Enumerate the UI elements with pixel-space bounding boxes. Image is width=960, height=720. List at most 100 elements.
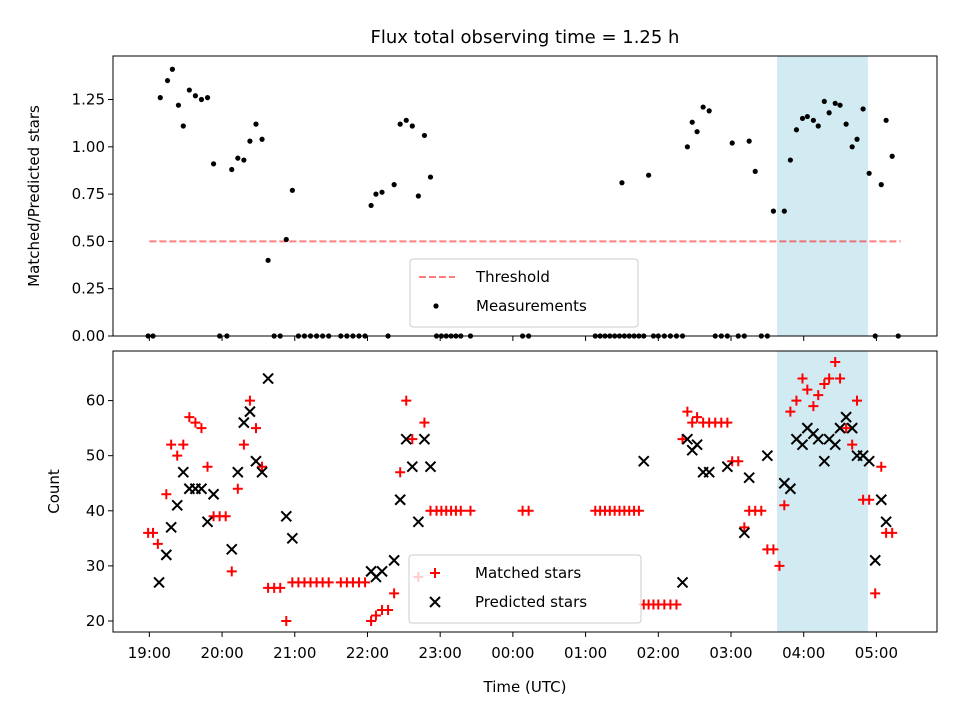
matched-stars-point <box>370 610 381 621</box>
matched-stars-point <box>830 357 841 368</box>
measurements-point <box>832 100 838 106</box>
x-tick-label: 02:00 <box>637 644 680 662</box>
matched-stars-point <box>824 373 835 384</box>
measurements-point <box>849 144 855 150</box>
matched-stars-point <box>226 566 237 577</box>
predicted-stars-point <box>262 372 274 385</box>
matched-stars-point <box>756 505 767 516</box>
measurements-point <box>169 66 175 72</box>
predicted-stars-point <box>160 549 173 561</box>
predicted-stars-point <box>394 494 406 506</box>
matched-stars-point <box>389 588 400 599</box>
y-axis-label: Matched/Predicted stars <box>25 105 43 287</box>
measurements-point <box>283 236 289 243</box>
matched-stars-point <box>178 439 189 450</box>
matched-stars-point <box>220 511 231 522</box>
matched-stars-point <box>419 417 430 428</box>
x-tick-label: 04:00 <box>782 644 825 662</box>
predicted-stars-point <box>412 516 425 528</box>
axes-frame <box>112 55 938 337</box>
measurements-point <box>878 182 884 188</box>
measurements-point <box>821 98 827 105</box>
matched-stars-point <box>722 417 733 428</box>
predicted-stars-point <box>796 438 809 451</box>
matched-stars-point <box>819 379 830 390</box>
matched-stars-point <box>739 522 750 533</box>
matched-stars-point <box>281 615 292 626</box>
matched-stars-point <box>407 434 418 445</box>
matched-stars-point <box>808 401 819 412</box>
predicted-stars-point <box>376 565 388 578</box>
measurements-point <box>391 182 397 188</box>
matched-stars-point <box>802 384 813 395</box>
y-tick-label: 30 <box>86 557 105 575</box>
x-tick-label: 22:00 <box>346 644 389 662</box>
matched-stars-point <box>774 560 785 571</box>
predicted-stars-point <box>177 466 189 478</box>
y-axis-label: Count <box>45 469 63 514</box>
predicted-stars-point <box>165 521 177 534</box>
predicted-stars-point <box>743 472 755 484</box>
measurements-point <box>799 115 806 122</box>
predicted-stars-point <box>195 483 208 495</box>
y-tick-label: 0.75 <box>72 185 105 203</box>
measurements-point <box>204 95 211 101</box>
measurements-point <box>397 121 403 127</box>
measurements-point <box>157 95 163 101</box>
legend-label: Threshold <box>475 268 550 286</box>
predicted-stars-point <box>703 466 715 478</box>
y-tick-label: 1.25 <box>72 91 105 109</box>
legend-label: Measurements <box>476 297 587 315</box>
panel-1: 0.00 0.25 0.50 0.75 1.00 1.25 Flux total obser… <box>25 27 938 345</box>
measurements-point <box>409 123 415 129</box>
measurements-point <box>700 104 706 110</box>
measurements-point <box>175 102 182 108</box>
matched-stars-point <box>847 439 858 450</box>
legend-label: Predicted stars <box>475 593 587 611</box>
measurements-point <box>259 136 265 142</box>
measurements-point <box>186 87 192 93</box>
measurements-point <box>247 138 253 144</box>
measurements-point <box>689 119 695 125</box>
measurements-point <box>860 106 866 112</box>
predicted-stars-point <box>676 576 689 589</box>
measurements-point <box>746 138 752 144</box>
legend-box <box>408 554 642 624</box>
matched-stars-point <box>523 505 534 516</box>
y-tick-label: 1.00 <box>72 138 105 156</box>
measurements-point <box>752 168 758 175</box>
x-tick-label: 01:00 <box>564 644 607 662</box>
measurements-point <box>368 202 374 209</box>
x-tick-label: 21:00 <box>273 644 316 662</box>
measurements-point <box>421 132 428 139</box>
highlight-span <box>777 56 868 336</box>
matched-stars-point <box>692 412 703 423</box>
measurements-point <box>373 191 379 197</box>
matched-stars-point <box>733 456 744 467</box>
matched-stars-point <box>671 599 682 610</box>
measurements-point <box>729 140 735 146</box>
predicted-stars-point <box>869 554 881 567</box>
matched-stars-point <box>401 395 412 406</box>
measurements-point <box>646 172 652 178</box>
measurements-point <box>210 161 217 167</box>
y-tick-label: 60 <box>86 392 105 410</box>
measurements-point <box>164 77 171 84</box>
predicted-stars-point <box>238 416 250 429</box>
measurements-point <box>241 157 247 163</box>
predicted-stars-point <box>226 543 238 556</box>
legend-label: Matched stars <box>475 564 581 582</box>
predicted-stars-point <box>638 455 650 467</box>
measurements-point <box>415 193 421 199</box>
x-tick-label: 05:00 <box>855 644 898 662</box>
matched-stars-point <box>455 505 466 516</box>
predicted-stars-point <box>400 433 412 445</box>
predicted-stars-point <box>418 433 431 445</box>
matched-stars-point <box>870 588 881 599</box>
legend-swatch <box>429 596 441 608</box>
measurements-point <box>770 208 777 214</box>
predicted-stars-point <box>738 527 751 539</box>
x-tick-label: 03:00 <box>709 644 752 662</box>
matched-stars-point <box>791 395 802 406</box>
predicted-stars-point <box>818 455 831 467</box>
